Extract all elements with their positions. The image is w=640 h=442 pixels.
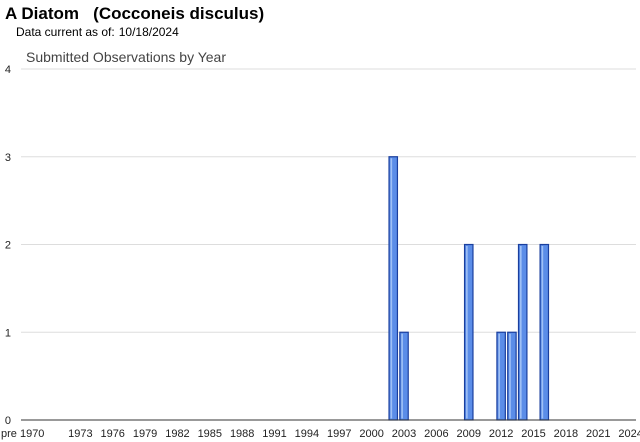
y-tick-label: 2: [5, 240, 11, 252]
data-current-line: Data current as of: 10/18/2024: [16, 25, 179, 39]
data-current-label: Data current as of:: [16, 25, 115, 39]
x-tick-label: 2021: [586, 428, 610, 440]
y-tick-label: 4: [5, 64, 11, 76]
bar-2002[interactable]: [388, 156, 399, 421]
x-tick-label: 2024: [618, 428, 640, 440]
bar-highlight: [390, 158, 393, 419]
x-tick-label: 1973: [68, 428, 92, 440]
x-tick-label: 2006: [424, 428, 448, 440]
x-tick-label: 2000: [359, 428, 383, 440]
bar-highlight: [509, 333, 511, 419]
x-tick-label: pre 1970: [1, 428, 44, 440]
bar-highlight: [401, 333, 403, 419]
bar-2014[interactable]: [517, 243, 528, 421]
x-tick-label: 2003: [392, 428, 416, 440]
x-tick-label: 2015: [521, 428, 545, 440]
bar-highlight: [541, 246, 544, 419]
x-tick-label: 1985: [198, 428, 222, 440]
x-tick-label: 1976: [100, 428, 124, 440]
x-tick-label: 1997: [327, 428, 351, 440]
bar-highlight: [498, 333, 501, 419]
x-tick-label: 1979: [133, 428, 157, 440]
y-tick-label: 0: [5, 415, 11, 427]
y-tick-label: 1: [5, 327, 11, 339]
bar-2003[interactable]: [399, 331, 409, 421]
x-tick-label: 1988: [230, 428, 254, 440]
x-axis-ticks: pre 1970 1973 1976 1979 1982 1985 1988 1991 1994…: [1, 428, 640, 440]
x-tick-label: 2009: [457, 428, 481, 440]
gridlines: [21, 68, 636, 333]
chart-title: Submitted Observations by Year: [26, 49, 227, 65]
page-title: A Diatom (Cocconeis disculus): [5, 4, 265, 23]
bar-2009[interactable]: [463, 243, 474, 421]
x-tick-label: 2012: [489, 428, 513, 440]
x-tick-label: 1982: [165, 428, 189, 440]
bar-highlight: [466, 246, 468, 419]
x-tick-label: 1994: [295, 428, 319, 440]
bar-2012[interactable]: [496, 331, 506, 421]
x-tick-label: 2018: [554, 428, 578, 440]
data-current-date: 10/18/2024: [118, 25, 179, 39]
x-tick-label: 1991: [262, 428, 286, 440]
bar-2016[interactable]: [539, 243, 550, 421]
bar-2013[interactable]: [507, 331, 517, 421]
y-tick-label: 3: [5, 152, 11, 164]
y-axis-ticks: 0 1 2 3 4: [5, 64, 11, 427]
bars: [388, 156, 550, 421]
bar-highlight: [520, 246, 522, 419]
